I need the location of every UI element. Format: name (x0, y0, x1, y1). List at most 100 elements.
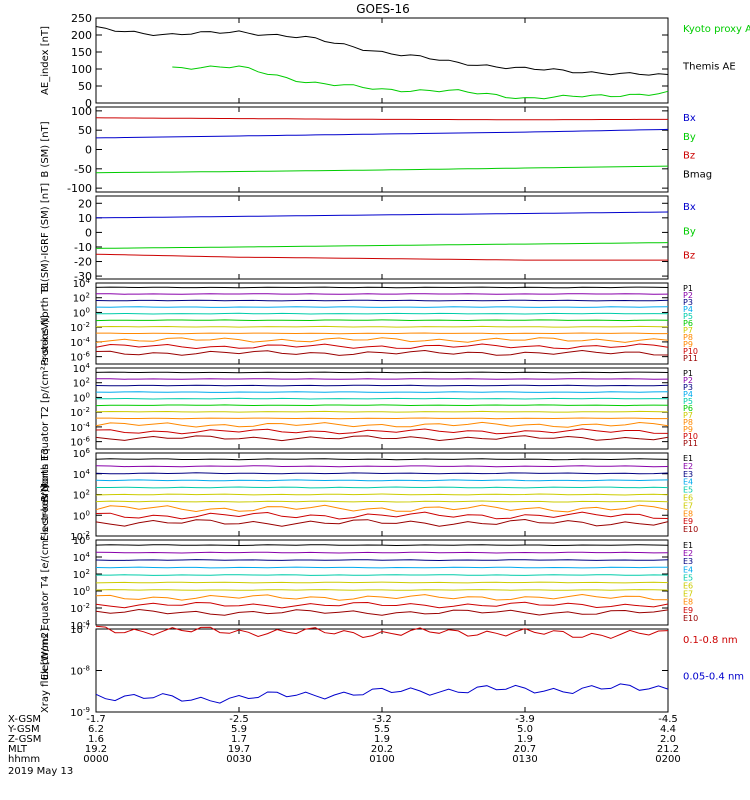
panel-6: 106 104 102 100 10-2 Electrons North T3 E1E2E3… (40, 447, 698, 543)
channel-line-6 (95, 410, 669, 413)
channel-line-7 (96, 417, 668, 420)
y-tick-label: 0 (85, 144, 92, 157)
legend-entry: E5 (683, 486, 693, 495)
channel-line-1 (95, 465, 669, 468)
y-axis-label: AE_index [nT] (40, 26, 51, 95)
channel-line-2 (95, 559, 669, 562)
legend-entry: E6 (683, 494, 693, 503)
legend-entry: P4 (683, 305, 693, 314)
axis-tick-value: 0200 (655, 754, 680, 765)
channel-line-0 (95, 371, 669, 374)
y-tick-label: 10-6 (70, 351, 90, 364)
channel-line-1 (95, 293, 669, 295)
legend-entry: P2 (683, 376, 693, 385)
date-label: 2019 May 13 (8, 766, 73, 777)
axis-tick-value: 20.7 (514, 744, 536, 755)
y-tick-label: 10-4 (70, 619, 90, 632)
axis-tick-value: 2.0 (660, 734, 676, 745)
legend-entry: P2 (683, 291, 693, 300)
axis-row-label: X-GSM (8, 714, 41, 725)
panel-1: 0 50 100 150 200 250 AE_index [nT] Kyoto proxy … (40, 12, 750, 110)
y-tick-label: 0 (85, 226, 92, 239)
channel-line-0 (95, 458, 669, 461)
y-tick-label: 106 (73, 534, 91, 547)
y-tick-label: 250 (71, 12, 92, 25)
series-line-1 (95, 242, 669, 249)
channel-line-4 (96, 397, 669, 400)
y-tick-label: 100 (71, 63, 92, 76)
channel-line-2 (95, 384, 669, 387)
y-axis-label: Xray flux [W/m2] (40, 628, 51, 713)
legend-entry: E3 (683, 557, 693, 566)
legend-entry: P5 (683, 397, 693, 406)
axis-tick-value: 1.7 (231, 734, 247, 745)
y-tick-label: 20 (78, 197, 92, 210)
panel-8: 10-7 10-8 10-9 Xray flux [W/m2] 0.1-0.8 nm 0.… (40, 623, 744, 719)
series-line-0 (95, 625, 669, 639)
channel-line-5 (95, 493, 669, 496)
channel-line-10 (95, 435, 669, 442)
legend-entry: P6 (683, 404, 693, 413)
legend-entry: P10 (683, 347, 698, 356)
axis-tick-value: -1.7 (86, 714, 106, 725)
y-tick-label: -50 (74, 163, 92, 176)
channel-line-9 (95, 608, 669, 616)
legend-entry: E6 (683, 582, 693, 591)
channel-line-9 (95, 343, 669, 350)
legend-entry: Bx (683, 202, 696, 213)
legend-entry: P6 (683, 319, 693, 328)
channel-line-0 (95, 286, 669, 289)
y-tick-label: 10-2 (70, 602, 90, 615)
y-axis-label: Electrons Equator T4 [e/(cm²-s-sr-keV)] (40, 485, 51, 680)
axis-tick-value: 1.6 (88, 734, 104, 745)
y-tick-label: 10-6 (70, 436, 90, 449)
legend-entry: Bz (683, 251, 695, 262)
legend-entry: P4 (683, 390, 693, 399)
series-line-0 (95, 211, 669, 219)
axis-tick-value: 5.9 (231, 724, 247, 735)
legend-entry: 0.1-0.8 nm (683, 635, 738, 646)
axis-tick-value: 5.0 (517, 724, 533, 735)
panel-frame (95, 282, 669, 365)
channel-line-6 (95, 589, 669, 591)
legend-entry: P5 (683, 312, 693, 321)
y-tick-label: 10-2 (70, 530, 90, 543)
legend-entry: E7 (683, 501, 693, 510)
axis-tick-value: 0000 (83, 754, 108, 765)
channel-line-3 (95, 306, 669, 308)
channel-line-4 (96, 574, 669, 576)
channel-line-7 (96, 332, 668, 335)
y-tick-label: -100 (67, 182, 92, 195)
y-tick-label: 50 (78, 80, 92, 93)
legend-entry: E2 (683, 549, 693, 558)
channel-line-3 (95, 566, 669, 569)
channel-line-7 (95, 593, 669, 601)
series-line-1 (95, 683, 669, 704)
y-tick-label: 100 (71, 105, 92, 118)
channel-line-9 (95, 428, 669, 435)
legend-entry: P9 (683, 425, 693, 434)
y-tick-label: 10-4 (70, 421, 90, 434)
axis-tick-value: 4.4 (660, 724, 676, 735)
legend-entry: E10 (683, 525, 698, 534)
axis-tick-value: 1.9 (374, 734, 390, 745)
legend-entry: Bz (683, 151, 695, 162)
legend-entry: E4 (683, 565, 693, 574)
axis-tick-value: 1.9 (517, 734, 533, 745)
legend-entry: P7 (683, 326, 693, 335)
legend-entry: By (683, 132, 696, 143)
y-tick-label: 10-8 (70, 665, 90, 678)
panel-frame (95, 195, 669, 280)
panel-2: 100 50 0 -50 -100 B (SM) [nT] Bx By Bz Bmag (40, 105, 712, 195)
y-tick-label: 10-2 (70, 321, 90, 334)
legend-entry: P3 (683, 383, 693, 392)
axis-tick-value: 19.2 (85, 744, 107, 755)
legend-entry: E8 (683, 598, 693, 607)
y-axis-label: Electrons North T3 (40, 448, 51, 541)
y-tick-label: 100 (73, 306, 90, 319)
legend-entry: By (683, 226, 696, 237)
